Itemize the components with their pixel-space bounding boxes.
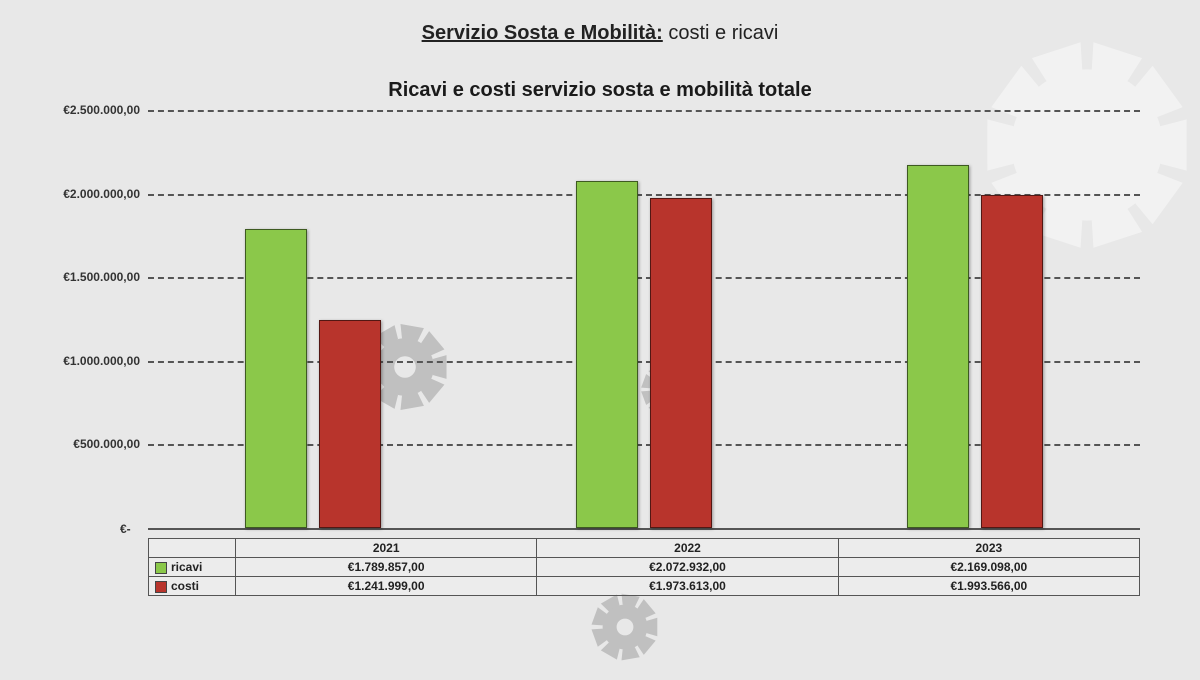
slide-title-bold: Servizio Sosta e Mobilità: — [422, 22, 663, 44]
data-table: 202120222023 ricavi€1.789.857,00€2.072.9… — [148, 538, 1140, 596]
y-tick-label: €500.000,00 — [60, 437, 140, 451]
bar-ricavi-2023 — [907, 165, 969, 528]
table-cell: €1.973.613,00 — [537, 577, 838, 596]
y-tick-label: €1.500.000,00 — [60, 270, 140, 284]
bar-ricavi-2021 — [245, 229, 307, 528]
bar-costi-2021 — [319, 320, 381, 528]
table-header-year: 2022 — [537, 539, 838, 558]
legend-swatch — [155, 562, 167, 574]
table-row: ricavi€1.789.857,00€2.072.932,00€2.169.0… — [149, 558, 1140, 577]
y-tick-label: €1.000.000,00 — [60, 354, 140, 368]
series-label: costi — [149, 577, 236, 596]
table-cell: €1.993.566,00 — [838, 577, 1139, 596]
bar-costi-2023 — [981, 195, 1043, 528]
table-cell: €1.789.857,00 — [236, 558, 537, 577]
table-header-year: 2021 — [236, 539, 537, 558]
slide-title: Servizio Sosta e Mobilità: costi e ricav… — [0, 22, 1200, 45]
chart-title: Ricavi e costi servizio sosta e mobilità… — [0, 79, 1200, 102]
table-cell: €2.072.932,00 — [537, 558, 838, 577]
table-cell: €2.169.098,00 — [838, 558, 1139, 577]
bar-ricavi-2022 — [576, 181, 638, 528]
series-label: ricavi — [149, 558, 236, 577]
y-tick-label: €2.500.000,00 — [60, 103, 140, 117]
grid-line — [148, 110, 1140, 112]
slide-title-rest: costi e ricavi — [663, 22, 779, 44]
bg-gear-icon — [590, 592, 660, 667]
bar-chart: €- €500.000,00 €1.000.000,00 €1.500.000,00… — [60, 110, 1140, 550]
bar-costi-2022 — [650, 198, 712, 528]
table-cell: €1.241.999,00 — [236, 577, 537, 596]
table-row: costi€1.241.999,00€1.973.613,00€1.993.56… — [149, 577, 1140, 596]
legend-swatch — [155, 581, 167, 593]
y-tick-zero: €- — [120, 522, 131, 536]
y-tick-label: €2.000.000,00 — [60, 187, 140, 201]
table-header-year: 2023 — [838, 539, 1139, 558]
